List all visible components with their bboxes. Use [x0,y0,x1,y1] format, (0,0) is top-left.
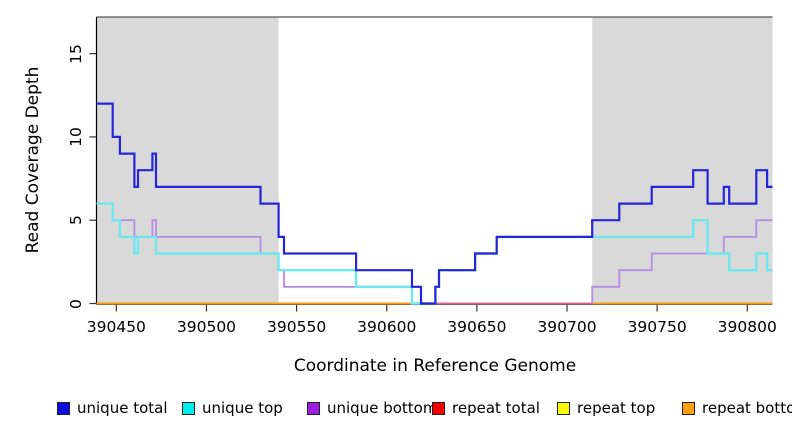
legend-swatch-unique-top [182,401,195,415]
legend-label: unique top [202,399,283,417]
legend-swatch-repeat-bottom [682,401,695,415]
left-repeat-region-shading [96,17,279,304]
legend-swatch-unique-bottom [307,401,320,415]
x-tick-label: 390750 [627,318,687,336]
series-line-unique-total [96,102,773,305]
legend-label: repeat total [452,399,540,417]
y-tick-label: 10 [67,127,85,147]
legend-item-unique-total: unique total [57,399,168,417]
x-tick-label: 390550 [267,318,327,336]
x-tick-label: 390500 [176,318,237,336]
legend-label: repeat top [577,399,656,417]
x-tick-label: 390450 [86,318,146,336]
x-tick-label: 390600 [357,318,417,336]
y-axis-title: Read Coverage Depth [23,66,43,254]
x-tick-label: 390700 [537,318,597,336]
legend-swatch-repeat-total [432,401,445,415]
legend-item-unique-top: unique top [182,399,283,417]
legend-swatch-unique-total [57,401,70,415]
x-tick-label: 390800 [717,318,777,336]
legend-swatch-repeat-top [557,401,570,415]
legend-item-repeat-bottom: repeat bottom [682,399,792,417]
legend-item-unique-bottom: unique bottom [307,399,438,417]
legend-label: unique total [77,399,168,417]
x-axis-title: Coordinate in Reference Genome [293,356,577,376]
y-tick-label: 15 [67,43,85,64]
legend-label: unique bottom [327,399,438,417]
y-tick-label: 0 [67,298,85,309]
legend-item-repeat-top: repeat top [557,399,656,417]
legend-label: repeat bottom [702,399,792,417]
y-tick-label: 5 [67,215,85,226]
right-repeat-region-shading [592,17,773,304]
x-tick-label: 390650 [447,318,507,336]
legend-item-repeat-total: repeat total [432,399,540,417]
